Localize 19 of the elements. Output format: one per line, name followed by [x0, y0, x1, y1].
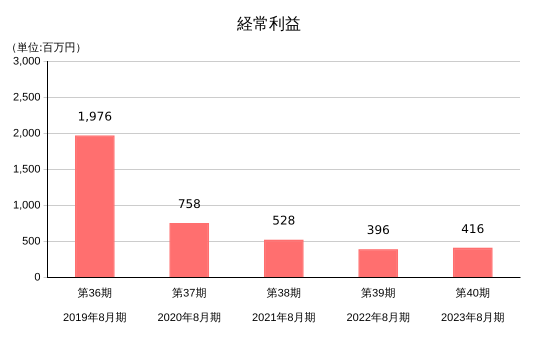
data-label: 416 [461, 222, 484, 236]
y-tick-label: 0 [34, 272, 41, 284]
y-axis-title: （単位:百万円） [6, 40, 87, 55]
y-tick-label: 1,000 [12, 200, 41, 212]
data-label: 396 [366, 223, 390, 238]
y-tick-label: 2,500 [12, 92, 41, 104]
x-tick-label: 第40期 2023年8月期 [440, 288, 505, 324]
y-tick-label: 500 [22, 236, 41, 248]
y-tick-label: 1,500 [12, 164, 41, 176]
y-tick-label: 2,000 [12, 128, 41, 140]
y-tick-label: 3,000 [12, 56, 41, 68]
chart-title: 経常利益 [236, 14, 302, 35]
x-tick-label: 第36期 2019年8月期 [62, 288, 127, 324]
x-tick-label: 第39期 2022年8月期 [346, 288, 410, 324]
x-tick-label: 第37期 2020年8月期 [157, 288, 222, 324]
data-label: 758 [178, 197, 201, 212]
data-label: 1,976 [78, 109, 112, 124]
x-tick-label: 第38期 2021年8月期 [252, 288, 316, 324]
data-label: 528 [272, 214, 296, 228]
